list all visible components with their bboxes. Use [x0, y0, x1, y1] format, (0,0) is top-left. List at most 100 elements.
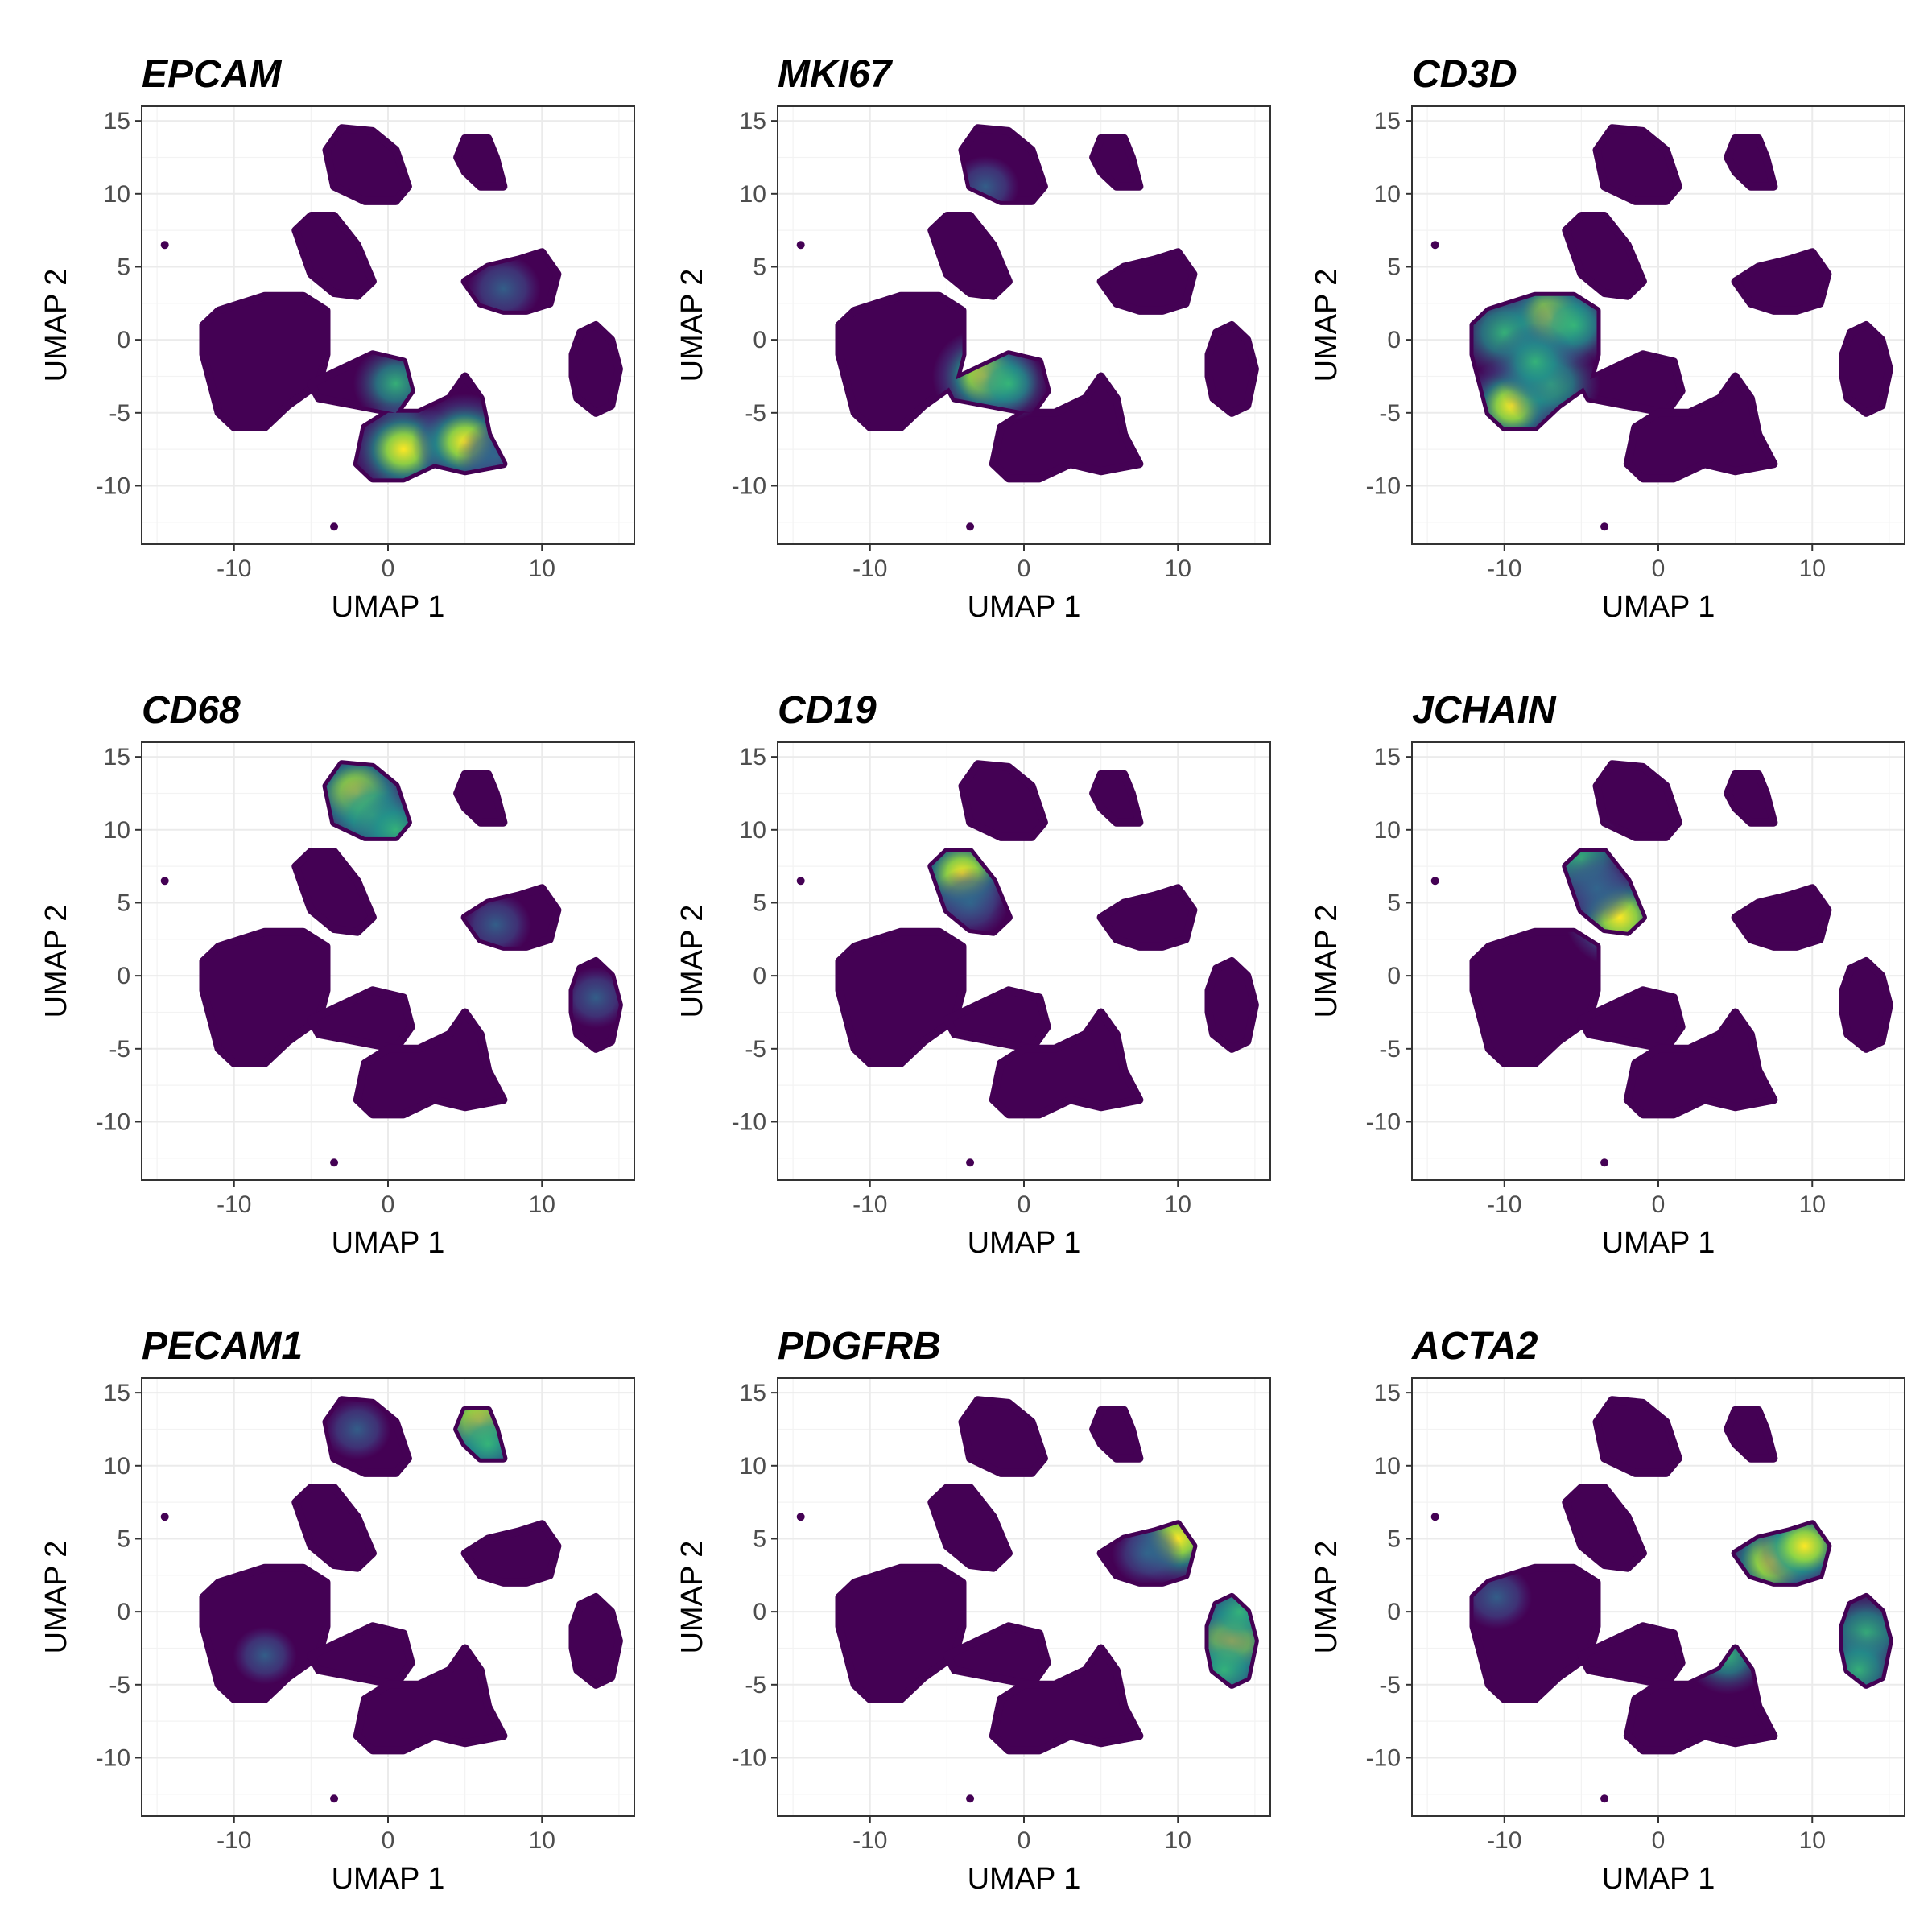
outlier-point [1600, 1158, 1609, 1167]
cell-cluster [307, 986, 415, 1053]
cell-cluster [1096, 248, 1198, 315]
scatter-area [1430, 760, 1893, 1167]
cell-cluster [322, 124, 412, 205]
x-tick-label: 10 [1165, 555, 1191, 582]
y-tick-label: -5 [1379, 1672, 1401, 1699]
cell-cluster [1096, 884, 1198, 951]
x-axis-title: UMAP 1 [968, 1226, 1081, 1260]
expression-layer [348, 254, 541, 479]
outlier-point [1600, 522, 1609, 531]
y-tick-label: 0 [753, 1599, 766, 1625]
y-tick-label: -10 [96, 473, 130, 499]
x-axis-title: UMAP 1 [968, 590, 1081, 624]
cell-cluster [1577, 986, 1686, 1053]
cell-cluster [989, 1644, 1144, 1755]
cell-cluster [453, 770, 508, 827]
scatter-area [1430, 1396, 1893, 1803]
expression-hotspot [968, 346, 1050, 421]
x-tick-label: -10 [217, 1191, 251, 1218]
y-tick-label: -5 [745, 1036, 766, 1063]
y-axis-title: UMAP 2 [1310, 905, 1344, 1018]
y-tick-label: 0 [117, 963, 130, 989]
x-tick-label: -10 [1487, 555, 1521, 582]
outlier-point [966, 1794, 975, 1803]
y-tick-label: -5 [109, 1672, 130, 1699]
y-tick-label: 5 [1387, 254, 1401, 280]
scatter-area [160, 124, 623, 531]
y-tick-label: -5 [109, 400, 130, 427]
cell-cluster [1592, 124, 1682, 205]
panel-title: PECAM1 [142, 1325, 303, 1368]
y-tick-label: -10 [732, 1108, 766, 1135]
x-axis-title: UMAP 1 [968, 1862, 1081, 1896]
y-tick-label: -5 [745, 400, 766, 427]
y-tick-label: 10 [104, 1453, 130, 1480]
x-tick-label: 10 [529, 1827, 555, 1854]
x-tick-label: 0 [1018, 1191, 1031, 1218]
x-tick-label: 0 [382, 1827, 395, 1854]
cell-cluster [958, 1396, 1048, 1477]
x-tick-label: 10 [1799, 555, 1826, 582]
x-tick-label: 10 [1165, 1827, 1191, 1854]
y-axis-title: UMAP 2 [1310, 269, 1344, 382]
y-tick-label: 5 [1387, 1525, 1401, 1552]
scatter-area [1430, 124, 1893, 531]
expression-layer [909, 825, 1016, 939]
cell-cluster [835, 291, 967, 431]
cell-cluster [199, 291, 331, 431]
cell-cluster [943, 1622, 1051, 1689]
y-tick-label: -10 [1366, 1108, 1401, 1135]
y-tick-label: 15 [104, 108, 130, 134]
umap-panel-jchain: JCHAIN -10 0 10 15 10 5 0 -5 -10 UMAP 1 UMAP 2 [1310, 689, 1905, 1260]
cell-cluster [1839, 321, 1893, 417]
cell-cluster [568, 321, 623, 417]
y-tick-label: 10 [1374, 817, 1401, 844]
umap-panel-pdgfrb: PDGFRB -10 0 10 15 10 5 0 -5 -10 UMAP 1 UMAP 2 [675, 1325, 1271, 1896]
x-tick-label: 10 [529, 1191, 555, 1218]
cell-cluster [927, 1484, 1013, 1572]
y-tick-label: 0 [1387, 327, 1401, 353]
y-tick-label: -10 [96, 1744, 130, 1771]
y-tick-label: -5 [1379, 1036, 1401, 1063]
cell-cluster [1089, 134, 1144, 191]
x-tick-label: 10 [1799, 1191, 1826, 1218]
panel-title: PDGFRB [778, 1325, 941, 1368]
cell-cluster [1089, 1406, 1144, 1463]
y-axis-title: UMAP 2 [39, 1541, 73, 1654]
outlier-point [330, 1158, 339, 1167]
cell-cluster [460, 1520, 562, 1587]
y-tick-label: -10 [96, 1108, 130, 1135]
y-tick-label: -10 [1366, 1744, 1401, 1771]
expression-hotspot [323, 1400, 391, 1460]
y-tick-label: 0 [753, 327, 766, 353]
cell-cluster [1731, 884, 1832, 951]
cell-cluster [1839, 957, 1893, 1053]
y-tick-label: 5 [753, 1525, 766, 1552]
y-tick-label: 5 [117, 890, 130, 916]
cell-cluster [568, 1593, 623, 1689]
outlier-point [1600, 1794, 1609, 1803]
panel-title: MKI67 [778, 53, 894, 96]
y-tick-label: 10 [1374, 181, 1401, 208]
y-axis-title: UMAP 2 [39, 905, 73, 1018]
y-tick-label: 15 [1374, 1380, 1401, 1406]
cell-cluster [835, 1563, 967, 1703]
y-axis-title: UMAP 2 [675, 905, 709, 1018]
y-axis-title: UMAP 2 [39, 269, 73, 382]
umap-panel-pecam1: PECAM1 -10 0 10 15 10 5 0 -5 -10 UMAP 1 UMAP 2 [39, 1325, 635, 1896]
x-tick-label: 0 [1652, 1191, 1666, 1218]
y-tick-label: 15 [740, 108, 766, 134]
cell-cluster [989, 372, 1144, 483]
y-tick-label: 10 [740, 817, 766, 844]
y-tick-label: 5 [117, 254, 130, 280]
x-tick-label: -10 [217, 1827, 251, 1854]
y-tick-label: -5 [1379, 400, 1401, 427]
cell-cluster [927, 212, 1013, 300]
x-tick-label: 10 [1165, 1191, 1191, 1218]
cell-cluster [1204, 957, 1259, 1053]
cell-cluster [1577, 1622, 1686, 1689]
x-tick-label: -10 [852, 1827, 887, 1854]
expression-layer [1112, 1490, 1255, 1712]
y-tick-label: 0 [117, 1599, 130, 1625]
scatter-area [796, 760, 1259, 1167]
